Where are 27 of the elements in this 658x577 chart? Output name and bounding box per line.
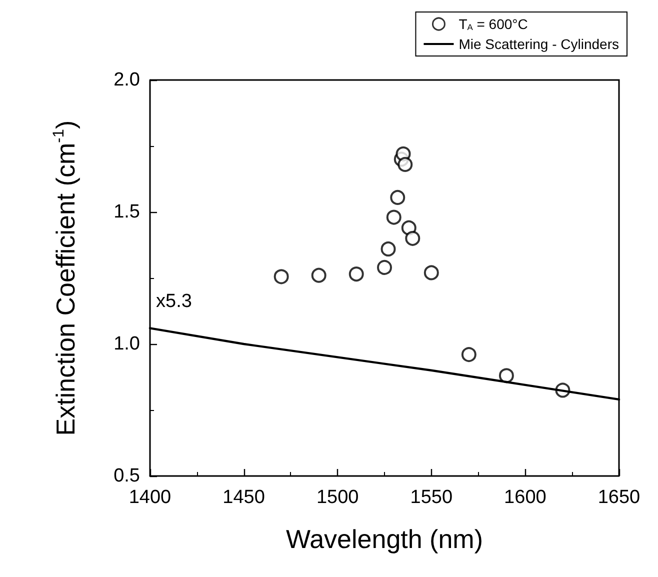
point — [348, 266, 364, 282]
x-axis-title: Wavelength (nm) — [286, 524, 483, 554]
point — [377, 260, 392, 275]
point — [424, 265, 439, 280]
point — [386, 210, 402, 225]
legend-label: Mie Scattering - Cylinders — [458, 36, 620, 52]
point — [398, 156, 413, 172]
point — [461, 347, 476, 362]
point — [311, 268, 326, 283]
point — [390, 190, 406, 205]
x-tick-label: 1650 — [598, 487, 640, 508]
y-tick-label: 1.0 — [114, 334, 140, 354]
y-tick-label: 0.5 — [114, 466, 140, 486]
legend-label: TA = 600°C — [458, 16, 528, 32]
point — [498, 368, 514, 384]
x-tick-label: 1600 — [504, 487, 546, 508]
y-tick-label: 1.5 — [114, 202, 140, 222]
point — [405, 230, 420, 246]
y-tick-label: 2.0 — [114, 70, 140, 90]
x-tick-label: 1500 — [316, 487, 359, 508]
y-axis-title: Extinction Coefficient (cm-1) — [50, 120, 80, 436]
point — [274, 269, 289, 284]
point — [380, 241, 396, 256]
x-tick-label: 1550 — [410, 487, 453, 508]
x-tick-label: 1450 — [222, 487, 265, 508]
annotation: x5.3 — [156, 291, 192, 312]
x-tick-label: 1400 — [128, 487, 172, 508]
